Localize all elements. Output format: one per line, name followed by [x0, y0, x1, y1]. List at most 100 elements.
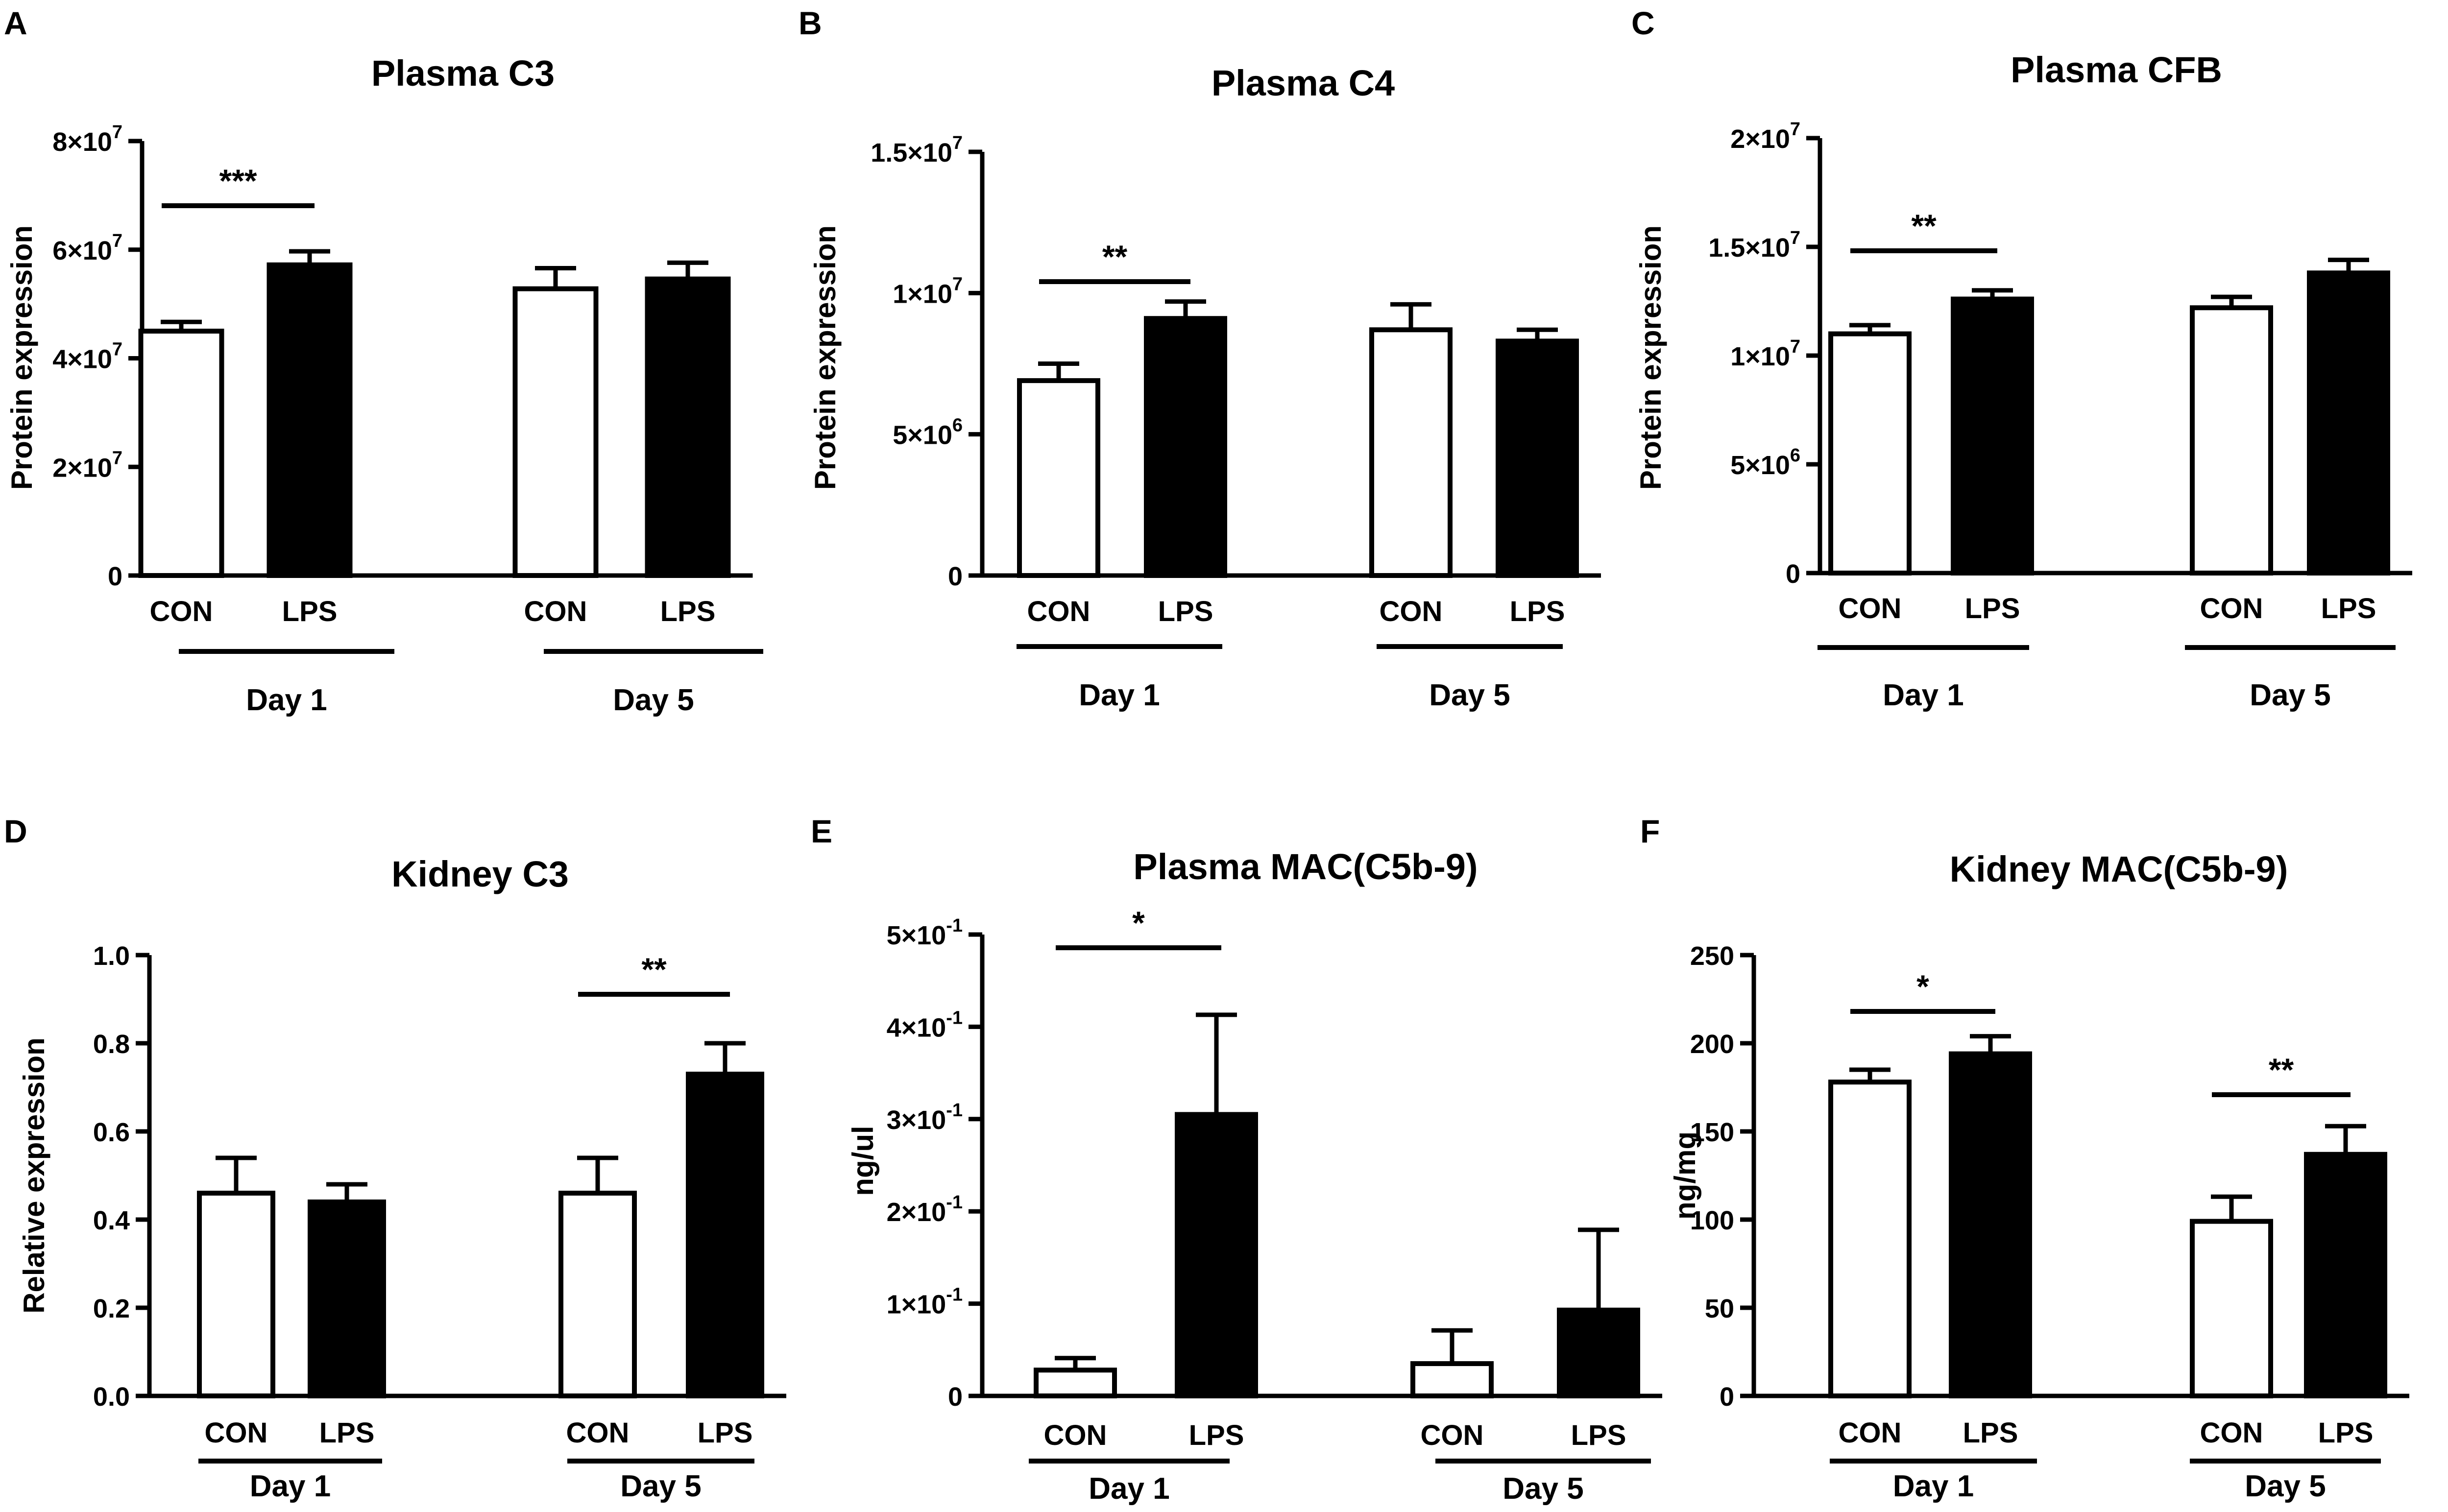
group-label: Day 5: [613, 683, 694, 717]
x-tick-label: LPS: [1963, 1417, 2018, 1449]
y-tick-label-main: 100: [1690, 1206, 1734, 1235]
x-tick-label: LPS: [1965, 593, 2020, 624]
bar-con-day5: [512, 286, 599, 578]
y-axis-label: Protein expression: [809, 225, 842, 490]
y-tick-label-main: 1×10: [1730, 342, 1790, 371]
y-tick-label: 0: [108, 562, 122, 591]
y-tick-label-main: 4×10: [52, 345, 112, 374]
bar-con-day5: [1369, 327, 1453, 578]
x-tick-label: CON: [1027, 596, 1091, 627]
y-tick-label-main: 0: [1786, 559, 1800, 589]
group-label: Day 1: [246, 683, 327, 717]
y-tick-label-exponent: 7: [1790, 336, 1800, 357]
bar-con-day5: [2190, 305, 2273, 576]
y-tick-label-main: 0.8: [93, 1030, 130, 1059]
group-label: Day 5: [1429, 678, 1510, 712]
y-tick-label-exponent: 7: [952, 133, 963, 153]
y-tick-label-exponent: -1: [946, 1285, 963, 1305]
bar-lps-day1: [1949, 1051, 2032, 1399]
y-tick-label: 0: [948, 562, 963, 591]
y-axis-label: ng/ul: [847, 1126, 879, 1196]
significance-label: **: [1102, 239, 1128, 275]
y-tick-label-main: 0: [1720, 1382, 1734, 1412]
x-tick-label: LPS: [1158, 596, 1213, 627]
y-tick-label: 0.0: [93, 1382, 130, 1412]
x-tick-label: LPS: [698, 1417, 753, 1449]
y-tick-label: 6×107: [52, 231, 122, 265]
bar-con-day5: [558, 1191, 637, 1398]
x-tick-label: LPS: [2318, 1417, 2374, 1449]
y-tick-label-main: 5×10: [893, 421, 952, 450]
significance-label: **: [2269, 1052, 2294, 1088]
y-tick-label-exponent: -1: [946, 1100, 963, 1121]
y-tick-label: 0: [1786, 559, 1800, 589]
x-tick-label: LPS: [282, 596, 338, 627]
x-tick-label: CON: [150, 596, 213, 627]
y-tick-label-exponent: -1: [946, 915, 963, 936]
y-tick-label-exponent: 7: [112, 231, 122, 251]
y-tick-label-exponent: 6: [1790, 445, 1800, 466]
y-tick-label: 0: [948, 1382, 963, 1412]
bar-lps-day1: [1175, 1112, 1258, 1398]
y-tick-label-main: 1×10: [887, 1290, 946, 1320]
y-tick-label: 200: [1690, 1030, 1734, 1059]
y-tick-label-exponent: 7: [952, 274, 963, 294]
x-tick-label: CON: [205, 1417, 268, 1449]
y-tick-label: 5×106: [893, 415, 963, 450]
bar-con-day1: [197, 1191, 275, 1398]
y-tick-label-main: 1×10: [893, 279, 952, 309]
group-label: Day 1: [1893, 1469, 1974, 1503]
group-label: Day 1: [1883, 678, 1963, 712]
y-tick-label-exponent: 7: [112, 448, 122, 468]
panel-letter: D: [4, 813, 27, 849]
y-axis-label: Relative expression: [18, 1037, 50, 1314]
x-tick-label: LPS: [2321, 593, 2376, 624]
y-tick-label: 5×106: [1730, 445, 1800, 480]
y-tick-label-exponent: 6: [952, 415, 963, 436]
panel-letter: F: [1640, 813, 1660, 849]
y-tick-label-main: 1.0: [93, 941, 130, 971]
bar-con-day5: [2190, 1219, 2273, 1399]
x-tick-label: CON: [1380, 596, 1443, 627]
y-tick-label: 1.5×107: [871, 133, 963, 168]
panel-d: D Kidney C3 Relative expression 0.0 0.2 0.4 0.…: [4, 813, 786, 1503]
y-tick-label: 4×107: [52, 339, 122, 374]
y-tick-label: 1.0: [93, 941, 130, 971]
significance-label: **: [641, 951, 667, 987]
y-tick-label-exponent: 7: [112, 122, 122, 143]
bar-lps-day1: [1144, 316, 1227, 578]
y-tick-label: 100: [1690, 1206, 1734, 1235]
bar-con-day1: [1828, 1080, 1912, 1398]
y-tick-label: 0.8: [93, 1030, 130, 1059]
y-tick-label-main: 6×10: [52, 236, 112, 265]
chart-title: Plasma C4: [1212, 63, 1395, 103]
y-tick-label: 0.2: [93, 1294, 130, 1323]
x-tick-label: LPS: [1510, 596, 1565, 627]
y-tick-label: 8×107: [52, 122, 122, 157]
y-tick-label-main: 0: [948, 562, 963, 591]
y-tick-label: 250: [1690, 941, 1734, 971]
y-tick-label-exponent: 7: [1790, 119, 1800, 140]
y-tick-label: 150: [1690, 1118, 1734, 1147]
y-tick-label: 4×10-1: [887, 1008, 963, 1042]
y-tick-label-exponent: 7: [1790, 228, 1800, 248]
y-tick-label-main: 0.4: [93, 1206, 130, 1235]
chart-title: Plasma CFB: [2011, 49, 2222, 90]
y-tick-label-main: 2×10: [887, 1198, 946, 1227]
bar-con-day1: [138, 329, 224, 578]
x-tick-label: CON: [1839, 593, 1902, 624]
group-label: Day 1: [250, 1469, 331, 1503]
y-tick-label: 1×107: [1730, 336, 1800, 371]
bar-lps-day5: [2304, 1152, 2387, 1399]
panel-letter: E: [811, 813, 832, 849]
y-tick-label: 2×107: [52, 448, 122, 482]
y-tick-label-main: 1.5×10: [1708, 233, 1790, 263]
y-tick-label-main: 250: [1690, 941, 1734, 971]
y-tick-label: 3×10-1: [887, 1100, 963, 1135]
significance-label: *: [1132, 905, 1145, 941]
y-tick-label: 5×10-1: [887, 915, 963, 950]
y-tick-label: 1×10-1: [887, 1285, 963, 1320]
